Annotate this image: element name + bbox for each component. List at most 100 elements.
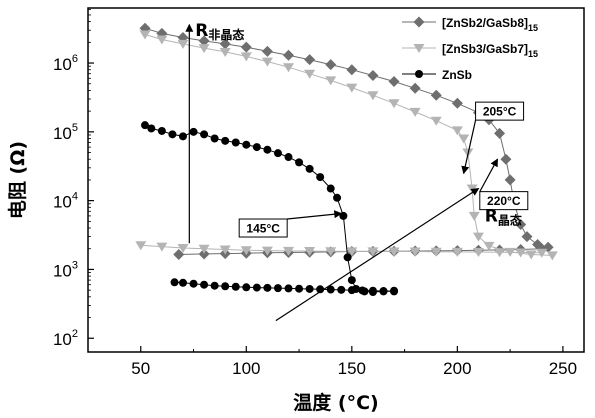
legend-series-name: [ZnSb2/GaSb8]	[442, 16, 528, 30]
data-point-diamond	[139, 22, 151, 34]
data-point-circle	[368, 286, 377, 295]
y-tick-power: 4	[72, 191, 78, 203]
data-point-circle	[189, 279, 198, 288]
y-tick-power: 5	[72, 122, 78, 134]
data-point-triangle	[483, 241, 495, 251]
data-point-circle	[200, 280, 209, 289]
data-point-diamond	[219, 38, 231, 50]
series-cooling-line	[174, 281, 395, 292]
data-point-circle	[295, 158, 304, 167]
data-point-triangle	[177, 39, 189, 49]
y-tick-label: 102	[53, 328, 78, 349]
x-axis-title: 温度 (°C)	[293, 391, 378, 414]
data-point-triangle	[388, 247, 400, 257]
data-point-triangle	[409, 107, 421, 117]
x-tick-label: 150	[338, 359, 366, 378]
y-tick-label: 103	[53, 259, 78, 280]
data-point-diamond	[304, 54, 316, 66]
data-point-triangle	[156, 242, 168, 252]
y-tick-label: 106	[53, 53, 78, 74]
data-point-circle	[316, 173, 325, 182]
data-point-circle	[358, 286, 367, 295]
y-tick-base: 10	[53, 193, 72, 212]
y-tick-power: 2	[72, 328, 78, 340]
data-point-triangle	[367, 91, 379, 101]
data-point-triangle	[367, 247, 379, 257]
data-point-triangle	[472, 232, 484, 242]
data-point-triangle	[468, 211, 480, 221]
r-crystalline-label: R晶态	[485, 206, 522, 227]
data-point-triangle	[472, 248, 484, 258]
data-point-circle	[295, 284, 304, 293]
data-point-triangle	[261, 246, 273, 256]
data-point-triangle	[536, 248, 548, 258]
data-point-triangle	[283, 246, 295, 256]
data-point-triangle	[156, 35, 168, 45]
data-point-triangle	[515, 248, 527, 258]
data-point-triangle	[177, 243, 189, 253]
data-point-circle	[337, 285, 346, 294]
data-point-diamond	[388, 75, 400, 87]
annotation-arrow	[479, 158, 498, 192]
data-point-triangle	[304, 247, 316, 257]
data-point-circle	[178, 132, 187, 141]
data-point-circle	[252, 283, 261, 292]
data-point-diamond	[504, 174, 516, 186]
series-2	[140, 121, 399, 296]
data-point-diamond	[451, 97, 463, 109]
r-crystalline-sub: 晶态	[498, 212, 522, 227]
data-point-circle	[347, 276, 356, 285]
data-point-circle	[252, 143, 261, 152]
data-point-circle	[221, 136, 230, 145]
data-point-triangle	[346, 247, 358, 257]
data-point-triangle	[219, 47, 231, 57]
data-point-triangle	[139, 30, 151, 40]
data-point-circle	[284, 284, 293, 293]
y-tick-label: 104	[53, 191, 78, 212]
data-point-triangle	[325, 247, 337, 257]
data-point-circle	[210, 134, 219, 143]
legend-series-name: [ZnSb3/GaSb7]	[442, 42, 528, 56]
data-point-triangle	[283, 63, 295, 73]
y-tick-base: 10	[53, 330, 72, 349]
data-point-diamond	[173, 248, 185, 260]
data-point-diamond	[240, 41, 252, 53]
data-point-circle	[200, 130, 209, 139]
x-tick-label: 200	[443, 359, 471, 378]
annotation-box	[479, 191, 529, 211]
x-tick-label: 50	[131, 359, 150, 378]
data-point-triangle	[430, 116, 442, 126]
data-point-triangle	[304, 69, 316, 79]
y-tick-power: 6	[72, 53, 78, 65]
r-amorphous-main: R	[195, 21, 208, 41]
data-point-circle	[379, 287, 388, 296]
data-point-diamond	[409, 82, 421, 94]
data-point-triangle	[413, 44, 425, 53]
annotation-label: 145°C	[246, 222, 280, 236]
data-point-triangle	[451, 126, 463, 136]
y-tick-label: 105	[53, 122, 78, 143]
r-amorphous-label: R非晶态	[195, 21, 244, 42]
data-point-triangle	[346, 83, 358, 93]
data-point-circle	[170, 278, 179, 287]
data-point-circle	[326, 184, 335, 193]
x-tick-label: 100	[232, 359, 260, 378]
data-point-diamond	[198, 248, 210, 260]
data-point-triangle	[135, 241, 147, 251]
data-point-diamond	[500, 153, 512, 165]
data-point-circle	[231, 282, 240, 291]
data-point-circle	[390, 287, 399, 296]
data-point-triangle	[325, 76, 337, 86]
legend-series-subscript: 15	[528, 23, 538, 33]
data-point-triangle	[261, 57, 273, 67]
data-point-circle	[157, 126, 166, 135]
y-tick-base: 10	[53, 55, 72, 74]
data-point-triangle	[458, 134, 470, 144]
data-point-triangle	[240, 246, 252, 256]
data-point-diamond	[367, 69, 379, 81]
annotation-arrow	[461, 119, 477, 175]
data-point-diamond	[515, 218, 527, 230]
data-point-circle	[242, 140, 251, 149]
